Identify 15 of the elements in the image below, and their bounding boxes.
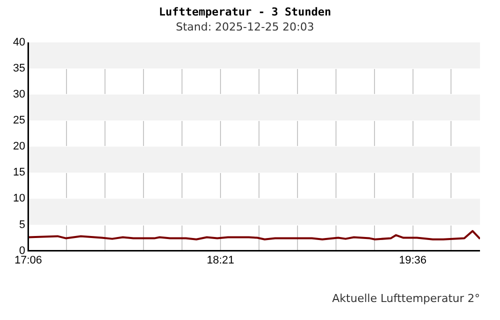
y-tick-label: 40 [12,36,26,48]
y-tick-label: 10 [12,192,26,205]
y-tick-label: 20 [12,140,26,153]
y-tick-label: 35 [12,62,26,74]
y-tick-label: 0 [19,244,26,257]
text: Aktuelle Lufttemperatur 2° [332,292,480,305]
x-tick-label: 17:06 [14,254,42,266]
chart-subtitle: Stand: 2025-12-25 20:03 [176,20,314,34]
y-tick-label: 5 [19,218,26,231]
x-tick-label: 19:36 [399,254,427,266]
y-tick-label: 30 [12,88,26,101]
y-tick-label: 15 [12,166,26,179]
x-tick-label: 18:21 [206,254,234,266]
y-tick-label: 25 [12,114,26,127]
chart-title: Lufttemperatur - 3 Stunden [158,5,332,18]
